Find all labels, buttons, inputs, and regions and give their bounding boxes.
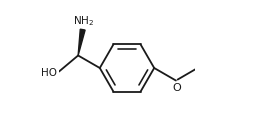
Text: O: O	[172, 83, 181, 93]
Text: HO: HO	[41, 68, 57, 78]
Polygon shape	[78, 29, 85, 55]
Text: NH$_2$: NH$_2$	[73, 14, 94, 28]
